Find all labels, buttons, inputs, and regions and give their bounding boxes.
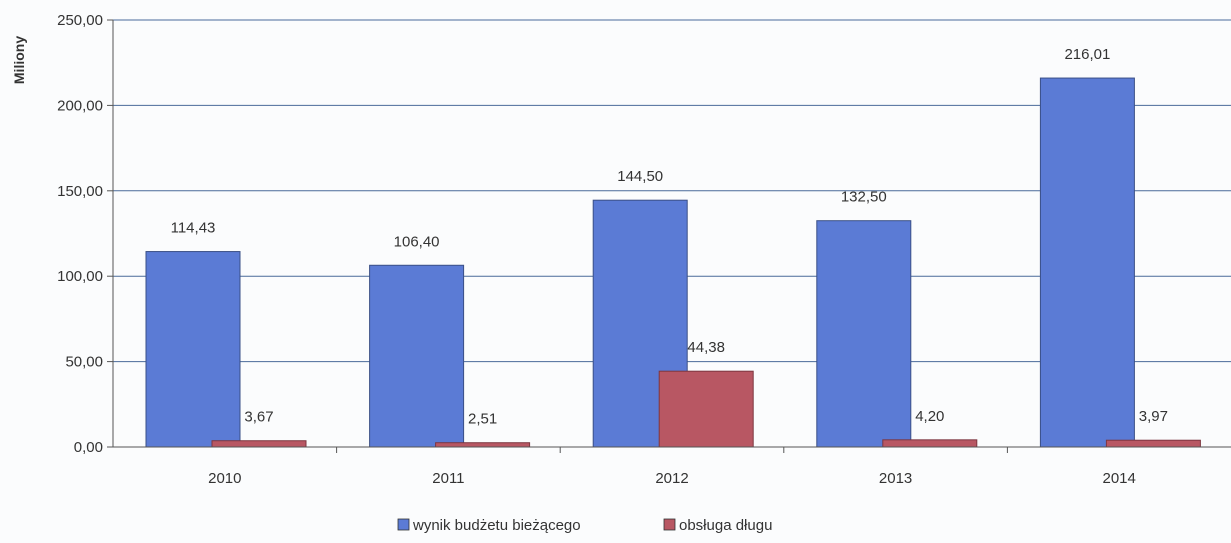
y-tick-label: 150,00 [57, 183, 103, 200]
data-label-wynik: 106,40 [394, 233, 440, 250]
y-tick-label: 100,00 [57, 268, 103, 285]
axes: 0,00 50,00 100,00 150,00 200,00 250,00 2010 201… [57, 12, 1231, 487]
bar-obsluga-dlugu [658, 370, 754, 448]
x-tick-label: 2010 [208, 470, 241, 487]
x-tick-label: 2011 [432, 470, 464, 487]
bar-wynik-budzetu [145, 251, 241, 448]
x-tick-label: 2014 [1103, 470, 1136, 487]
legend-label[interactable]: obsługa długu [679, 517, 772, 534]
bar-wynik-budzetu [1039, 77, 1135, 448]
data-label-obsluga: 4,20 [915, 408, 944, 425]
x-tick-label: 2013 [879, 470, 912, 487]
bar-obsluga-dlugu [435, 442, 531, 448]
x-tick-label: 2012 [655, 470, 688, 487]
data-label-wynik: 132,50 [841, 189, 887, 206]
data-labels: 114,43 3,67 106,40 2,51 144,50 44,38 132,50 4,2… [171, 46, 1168, 428]
legend-swatch[interactable] [397, 518, 410, 531]
legend-label[interactable]: wynik budżetu bieżącego [412, 517, 581, 534]
data-label-wynik: 216,01 [1064, 46, 1110, 63]
y-axis-title: Miliony [11, 36, 27, 84]
data-label-obsluga: 44,38 [687, 339, 725, 356]
data-label-obsluga: 3,67 [244, 409, 273, 426]
legend-swatch[interactable] [663, 518, 676, 531]
y-tick-label: 250,00 [57, 12, 103, 29]
data-label-wynik: 144,50 [617, 168, 663, 185]
bar-obsluga-dlugu [211, 440, 307, 448]
legend[interactable]: wynik budżetu bieżącego obsługa długu [397, 517, 772, 534]
bar-wynik-budzetu [369, 264, 465, 448]
data-label-obsluga: 3,97 [1139, 408, 1168, 425]
y-tick-label: 0,00 [74, 439, 103, 456]
bar-obsluga-dlugu [882, 439, 978, 448]
data-label-wynik: 114,43 [171, 220, 216, 237]
bar-obsluga-dlugu [1105, 439, 1201, 448]
y-tick-label: 200,00 [57, 97, 103, 114]
data-label-obsluga: 2,51 [468, 411, 497, 428]
y-tick-label: 50,00 [65, 354, 103, 371]
bars [145, 77, 1201, 448]
bar-wynik-budzetu [816, 220, 912, 448]
